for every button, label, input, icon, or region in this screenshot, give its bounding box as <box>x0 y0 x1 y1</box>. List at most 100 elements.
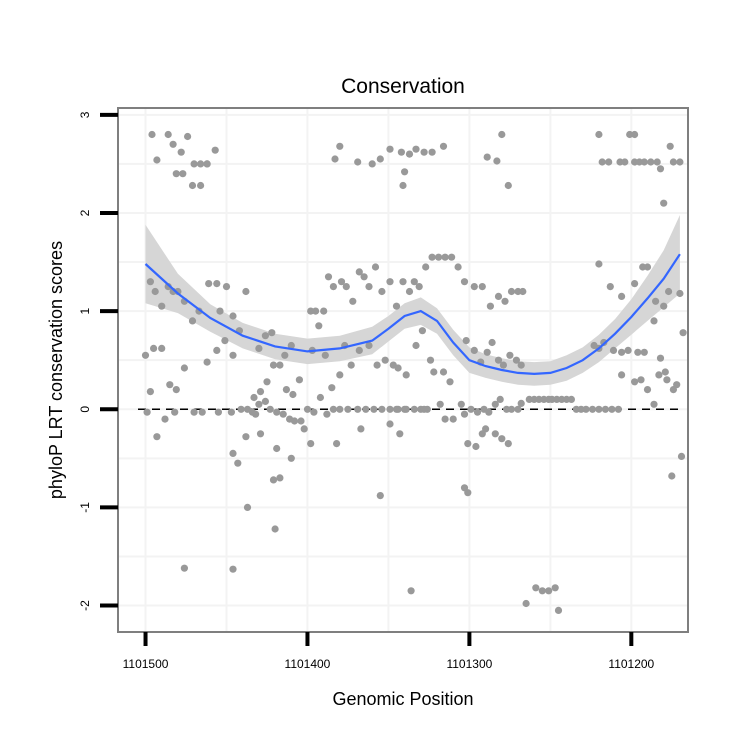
data-point <box>146 388 154 396</box>
data-point <box>143 408 151 416</box>
data-point <box>150 344 158 352</box>
data-point <box>631 378 639 386</box>
data-point <box>242 433 250 441</box>
data-point <box>532 584 540 592</box>
data-point <box>328 384 336 392</box>
data-point <box>595 260 603 268</box>
data-point <box>370 405 378 413</box>
data-point <box>499 361 507 369</box>
data-point <box>153 433 161 441</box>
data-point <box>261 397 269 405</box>
data-point <box>355 346 363 354</box>
data-point <box>269 476 278 484</box>
data-point <box>428 253 436 261</box>
data-point <box>315 322 323 330</box>
data-point <box>180 364 188 372</box>
data-point <box>467 405 475 413</box>
data-point <box>426 356 435 364</box>
y-axis-title: phyloP LRT conservation scores <box>46 241 66 499</box>
data-point <box>321 351 329 359</box>
plot-panel <box>117 107 689 633</box>
data-point <box>166 381 174 389</box>
data-point <box>464 489 472 497</box>
data-point <box>519 287 527 296</box>
data-point <box>460 410 469 418</box>
y-tick-label: 1 <box>78 307 92 314</box>
data-point <box>397 148 405 156</box>
data-point <box>663 376 671 384</box>
data-point <box>190 160 198 168</box>
data-point <box>666 142 674 150</box>
data-point <box>676 158 684 166</box>
data-point <box>355 268 363 276</box>
data-point <box>242 287 250 296</box>
data-point <box>229 351 237 359</box>
data-point <box>631 280 639 288</box>
data-point <box>669 158 678 166</box>
data-point <box>287 341 295 350</box>
y-tick-label: -2 <box>78 600 92 611</box>
data-point <box>378 405 386 413</box>
data-point <box>407 587 415 595</box>
data-point <box>336 405 344 413</box>
data-point <box>243 503 252 511</box>
data-point <box>290 417 299 425</box>
data-point <box>614 405 623 413</box>
data-point <box>188 317 197 325</box>
data-point <box>618 348 626 356</box>
data-point <box>517 361 525 369</box>
data-point <box>399 278 407 286</box>
x-tick-label: 1101500 <box>123 657 169 671</box>
data-point <box>386 420 394 428</box>
data-point <box>362 405 370 413</box>
data-point <box>386 278 394 286</box>
data-point <box>164 283 172 291</box>
data-point <box>595 130 603 139</box>
data-point <box>221 337 229 345</box>
data-point <box>394 364 402 372</box>
data-point <box>373 361 381 369</box>
data-point <box>227 408 235 416</box>
data-point <box>250 393 258 402</box>
data-point <box>498 130 506 139</box>
data-point <box>504 181 512 190</box>
data-point <box>392 405 401 413</box>
data-point <box>430 368 438 376</box>
data-point <box>473 408 482 416</box>
data-point <box>493 157 501 165</box>
x-tick-label: 1101200 <box>608 657 654 671</box>
data-point <box>634 348 642 356</box>
data-point <box>354 405 362 413</box>
x-tick-label: 1101300 <box>446 657 492 671</box>
data-point <box>197 160 205 168</box>
data-point <box>234 459 242 467</box>
data-point <box>679 329 687 337</box>
data-point <box>282 386 290 394</box>
data-point <box>141 351 150 359</box>
smooth-fit-line <box>144 253 681 376</box>
data-point <box>386 405 394 413</box>
chart-title: Conservation <box>341 75 465 98</box>
data-point <box>323 410 331 418</box>
data-point <box>512 356 521 364</box>
data-point <box>214 408 222 416</box>
data-point <box>448 253 456 261</box>
data-point <box>624 346 632 354</box>
data-point <box>333 440 341 448</box>
data-point <box>673 381 681 389</box>
data-point <box>415 283 423 291</box>
data-point <box>316 393 324 402</box>
data-point <box>618 371 626 379</box>
data-point <box>349 297 357 305</box>
data-point <box>211 146 219 154</box>
data-point <box>412 341 420 350</box>
data-point <box>660 302 668 310</box>
data-point <box>188 181 197 190</box>
data-point <box>386 145 394 153</box>
data-point <box>470 283 478 291</box>
data-point <box>631 130 639 139</box>
data-point <box>289 390 297 399</box>
data-point <box>514 405 522 413</box>
data-point <box>146 278 154 286</box>
